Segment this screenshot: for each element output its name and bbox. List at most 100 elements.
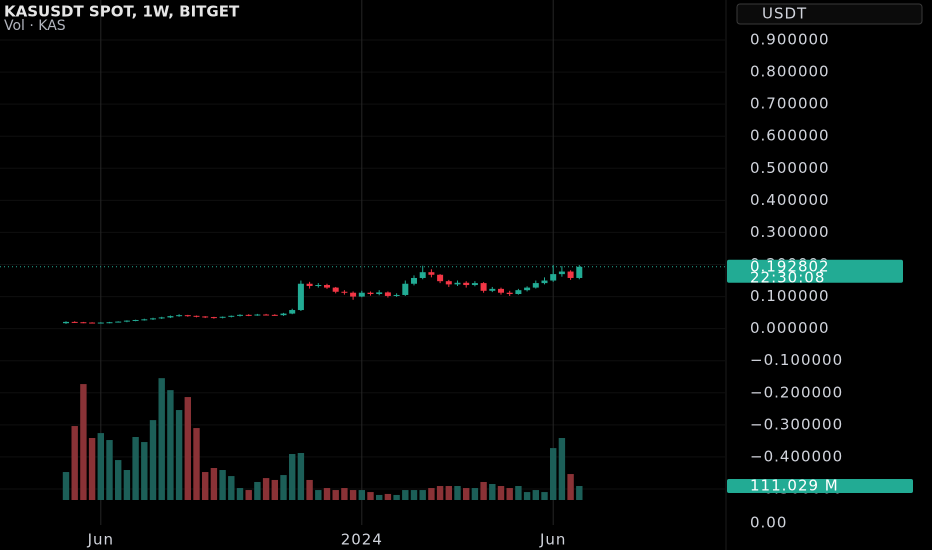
candle-body [532,283,539,288]
candle-body [297,283,304,311]
volume-bar [158,378,165,500]
volume-bar [532,490,539,500]
candle-body [515,290,522,295]
candle-body [480,283,487,291]
candle-body [471,283,478,286]
candle-body [428,272,435,275]
candle-body [80,322,87,324]
last-volume-label: 111.029 M [750,477,839,495]
y-tick-label: −0.200000 [750,383,843,401]
candle-body [463,282,470,286]
candle-body [254,314,261,316]
currency[interactable]: USDT [762,5,807,23]
candle-body [210,317,217,319]
candle-body [384,292,391,296]
volume-bar [550,448,557,500]
candle-body [150,318,156,320]
candle-body [576,266,583,278]
candle-body [89,322,96,324]
candle-body [393,294,400,296]
candle-body [550,274,557,281]
countdown: 22:30:08 [750,268,825,286]
candle-body [489,288,496,291]
y-tick-label: 0.300000 [750,223,830,241]
volume-bar [497,486,505,500]
volume-bar [515,486,522,500]
y-tick-label: 0.900000 [750,31,830,49]
candle-body [63,321,69,324]
volume-bar [245,490,252,500]
volume-bar [384,493,392,500]
candle-body [419,272,426,278]
y-tick-label: 0.800000 [750,63,830,81]
volume-bar [463,488,470,500]
volume-bar [558,438,566,500]
candle-body [158,317,165,319]
volume-bar [149,420,157,500]
candle-body [332,287,339,292]
candle-body [280,313,287,316]
candle-body [506,292,513,295]
currency-box[interactable] [736,3,923,25]
volume-bar [436,486,444,500]
volume-bar [202,472,209,500]
candle-body [97,322,104,324]
volume-bar [289,454,296,500]
candle-body [106,322,113,324]
volume-bar [445,486,452,500]
price-axis: 0.900000 0.800000 0.700000 0.600000 0.500000… [727,31,913,532]
candle-body [437,274,444,282]
candle-body [167,316,174,318]
last-price-tag [727,259,903,283]
volume-bar [332,490,339,500]
candle-body [376,292,383,295]
candle-body [524,287,531,291]
volume-bar [280,475,287,500]
volume-bar [576,486,583,500]
volume-axis-label: 0.00 [750,514,787,532]
volume-bar [315,490,322,500]
volume-bar [254,481,261,500]
y-tick-label: −0.400000 [750,447,843,465]
y-tick-label: 0.500000 [750,159,830,177]
last-price-label: 0.192802 [750,257,830,275]
volume-bar [210,467,218,500]
candle-body [306,283,313,286]
candle-body [219,316,226,318]
candle-body [202,316,209,318]
candle-body [132,319,139,321]
candle-body [498,288,504,293]
y-tick-label: −0.100000 [750,351,843,369]
candle-body [324,285,330,288]
candle-body [315,285,322,287]
volume-bar [184,397,191,500]
x-tick-label: Jun [539,531,566,549]
volume-bar [471,488,479,500]
volume-bar [402,490,409,500]
volume-bar [123,470,131,500]
volume-bar [341,488,348,500]
candle-body [402,283,409,295]
candle-body [289,310,296,314]
volume-bar [428,488,435,500]
volume-bar [523,492,531,500]
candle-body [558,271,565,275]
volume-bar [567,474,574,500]
volume-bar [175,410,183,500]
volume-bar [306,479,313,500]
volume-bar [71,426,78,500]
volume-bar [62,472,70,500]
candle-body [541,280,548,284]
volume-bar [506,488,513,500]
candle-body [367,292,374,295]
candle-body [263,314,270,316]
volume-bar [219,470,226,500]
y-tick-label: 0.400000 [750,191,830,209]
volume-bar [193,428,200,500]
candle-body [271,314,278,316]
volume-bar [236,488,244,500]
volume-bar [115,460,122,500]
volume-bar [454,486,461,500]
volume-bar [106,440,113,500]
